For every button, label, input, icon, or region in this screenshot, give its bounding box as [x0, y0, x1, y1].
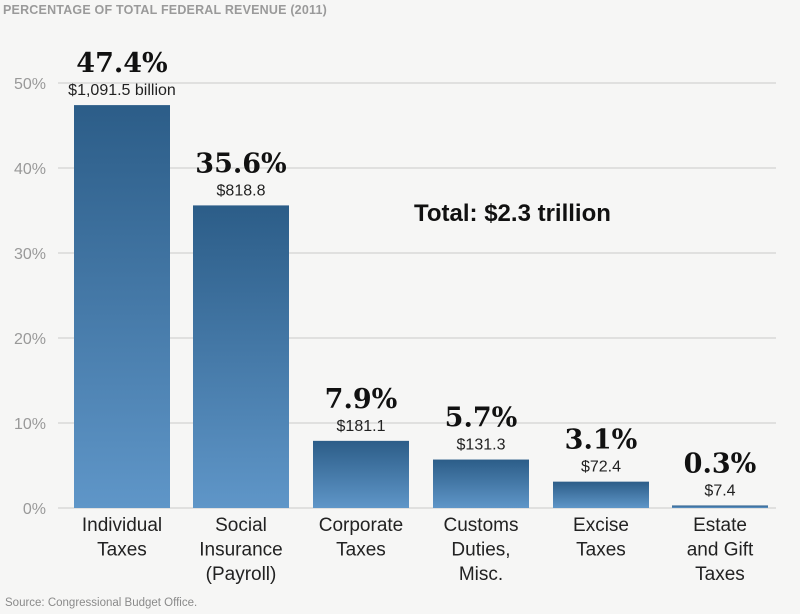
category-label: Duties, — [451, 540, 510, 561]
percent-label: 3.1% — [565, 425, 638, 456]
value-label: $1,091.5 billion — [68, 82, 176, 99]
bar — [193, 205, 289, 508]
y-tick-label: 50% — [14, 76, 46, 93]
value-label: $131.3 — [457, 437, 506, 454]
y-tick-label: 10% — [14, 416, 46, 433]
percent-label: 7.9% — [325, 384, 398, 415]
percent-label: 5.7% — [445, 403, 518, 434]
category-label: and Gift — [687, 540, 754, 561]
bar — [672, 505, 768, 508]
chart-title: PERCENTAGE OF TOTAL FEDERAL REVENUE (201… — [3, 3, 327, 17]
percent-label: 35.6% — [195, 148, 286, 179]
value-label: $7.4 — [704, 482, 735, 499]
category-label: Excise — [573, 515, 629, 536]
category-label: Insurance — [199, 540, 282, 561]
category-label: Taxes — [97, 540, 147, 561]
bar — [74, 105, 170, 508]
value-label: $818.8 — [217, 182, 266, 199]
y-tick-label: 0% — [23, 501, 46, 518]
category-label: Taxes — [695, 564, 745, 585]
value-label: $181.1 — [337, 418, 386, 435]
bar — [313, 440, 409, 508]
percent-label: 0.3% — [684, 448, 757, 479]
category-label: Estate — [693, 515, 747, 536]
y-tick-label: 20% — [14, 331, 46, 348]
bar — [433, 459, 529, 508]
value-label: $72.4 — [581, 459, 621, 476]
category-label: (Payroll) — [206, 564, 277, 585]
y-tick-label: 40% — [14, 161, 46, 178]
bar — [553, 481, 649, 508]
percent-label: 47.4% — [76, 48, 167, 79]
category-label: Corporate — [319, 515, 404, 536]
y-tick-label: 30% — [14, 246, 46, 263]
total-annotation: Total: $2.3 trillion — [414, 200, 611, 227]
source-note: Source: Congressional Budget Office. — [5, 597, 198, 609]
category-label: Social — [215, 515, 267, 536]
category-label: Customs — [444, 515, 519, 536]
category-label: Misc. — [459, 564, 503, 585]
category-label: Taxes — [576, 540, 626, 561]
category-label: Individual — [82, 515, 162, 536]
category-label: Taxes — [336, 540, 386, 561]
